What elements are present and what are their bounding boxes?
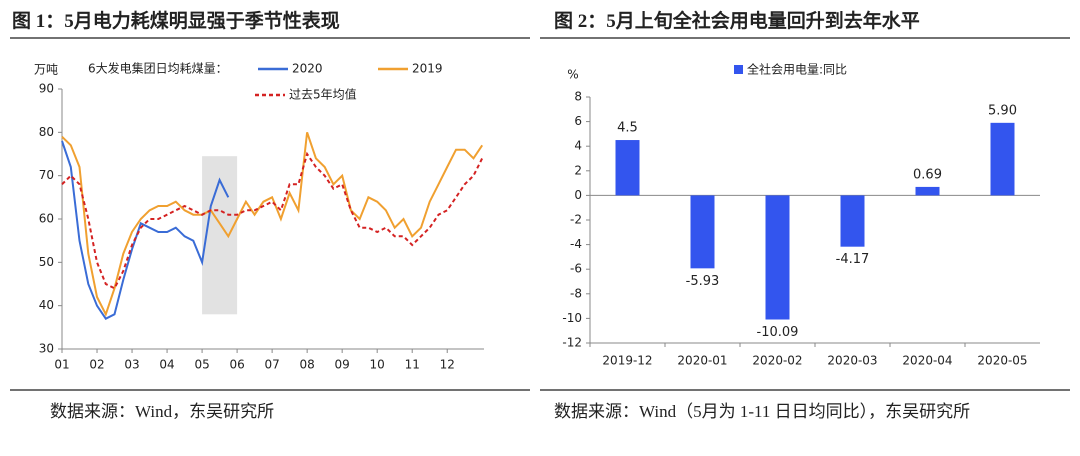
legend-title: 6大发电集团日均耗煤量：: [88, 61, 228, 76]
x-tick-label: 10: [370, 358, 385, 372]
x-tick-label: 02: [89, 358, 104, 372]
y-tick-label: -12: [562, 336, 582, 350]
series-line: [61, 131, 484, 317]
x-tick-label: 09: [335, 358, 350, 372]
value-label: -5.93: [686, 274, 720, 289]
y-tick-label: 8: [574, 90, 582, 104]
figure-title: 图 1：5月电力耗煤明显强于季节性表现: [12, 11, 340, 32]
y-tick-label: 30: [39, 342, 54, 356]
value-label: -10.09: [757, 325, 799, 340]
value-label: 0.69: [913, 167, 942, 182]
legend-label: 过去5年均值: [289, 87, 357, 102]
value-label: 4.5: [617, 121, 638, 136]
bar: [915, 186, 940, 196]
x-tick-label: 11: [405, 358, 420, 372]
series-line: [61, 151, 484, 290]
figure-source: 数据来源：Wind，东吴研究所: [50, 402, 275, 421]
x-tick-label: 2020-03: [827, 354, 877, 368]
y-tick-label: -6: [570, 262, 582, 276]
x-tick-label: 05: [194, 358, 209, 372]
x-tick-label: 12: [440, 358, 455, 372]
y-tick-label: -2: [570, 213, 582, 227]
x-tick-label: 08: [300, 358, 315, 372]
x-tick-label: 07: [264, 358, 279, 372]
value-label: 5.90: [988, 103, 1017, 118]
y-tick-label: 0: [574, 188, 582, 202]
y-tick-label: -4: [570, 237, 582, 251]
series-line: [61, 140, 230, 320]
x-tick-label: 2020-02: [752, 354, 802, 368]
x-tick-label: 2019-12: [602, 354, 652, 368]
bar: [990, 122, 1015, 196]
y-tick-label: 80: [39, 125, 54, 139]
x-tick-label: 2020-05: [977, 354, 1027, 368]
y-axis-label: 万吨: [34, 63, 58, 77]
legend-label: 2019: [412, 62, 443, 76]
y-tick-label: -8: [570, 286, 582, 300]
x-tick-label: 06: [229, 358, 244, 372]
value-label: -4.17: [836, 252, 870, 267]
bar: [765, 195, 790, 320]
y-axis-label: %: [567, 68, 578, 82]
x-tick-label: 03: [124, 358, 139, 372]
y-tick-label: 2: [574, 163, 582, 177]
y-tick-label: 70: [39, 168, 54, 182]
x-tick-label: 01: [54, 358, 69, 372]
x-tick-label: 04: [159, 358, 174, 372]
y-tick-label: 6: [574, 114, 582, 128]
y-tick-label: 90: [39, 82, 54, 96]
bar: [615, 140, 640, 196]
y-tick-label: 4: [574, 139, 582, 153]
figure-title: 图 2：5月上旬全社会用电量回升到去年水平: [554, 11, 920, 32]
y-tick-label: 60: [39, 212, 54, 226]
y-tick-label: 40: [39, 298, 54, 312]
x-tick-label: 2020-04: [902, 354, 952, 368]
bar: [690, 195, 715, 269]
legend-label: 2020: [292, 62, 323, 76]
figure-source: 数据来源：Wind（5月为 1-11 日日均同比），东吴研究所: [554, 402, 971, 421]
legend-label: 全社会用电量:同比: [747, 62, 847, 77]
legend-swatch: [734, 65, 743, 74]
x-tick-label: 2020-01: [677, 354, 727, 368]
bar: [840, 195, 865, 247]
y-tick-label: 50: [39, 255, 54, 269]
y-tick-label: -10: [562, 311, 582, 325]
